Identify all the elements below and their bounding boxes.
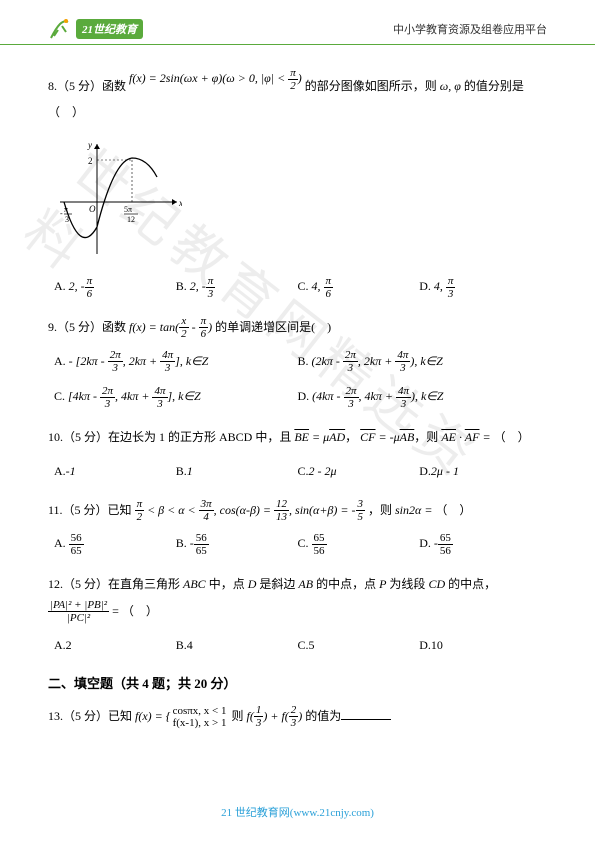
svg-text:-: - (60, 209, 63, 218)
q13-ask: f(13) + f(23) (247, 709, 303, 723)
question-13: 13.（5 分）已知 f(x) = {cosπx, x < 1f(x-1), x… (48, 703, 547, 730)
q11-cond: π2 < β < α < 3π4, cos(α-β) = 1213, sin(α… (135, 503, 365, 517)
content-area: 8.（5 分）函数 f(x) = 2sin(ωx + φ)(ω > 0, |φ|… (0, 45, 595, 729)
svg-text:y: y (87, 140, 92, 150)
q8-stem: 8.（5 分）函数 f(x) = 2sin(ωx + φ)(ω > 0, |φ|… (48, 73, 547, 100)
question-11: 11.（5 分）已知 π2 < β < α < 3π4, cos(α-β) = … (48, 497, 547, 558)
q8-var: ω, φ (440, 79, 461, 93)
q12-text: 12.（5 分）在直角三角形 (48, 577, 180, 591)
q11-prefix: 11.（5 分）已知 (48, 503, 132, 517)
q11-ask: ，则 sin2α = （ ） (368, 503, 471, 517)
q13-mid: 则 (232, 709, 244, 723)
q10-opt-c: C.2 - 2μ (298, 459, 420, 483)
q11-opt-c: C. 6556 (298, 531, 420, 557)
q8-suffix: 的值分别是 (464, 79, 524, 93)
q10-expr1: BE = μAD (294, 430, 345, 444)
section-2-title: 二、填空题（共 4 题；共 20 分） (48, 671, 547, 697)
q9-opt-d: D. (4kπ - 2π3, 4kπ + 4π3), k∈Z (298, 384, 542, 410)
q11-opt-a: A. 5665 (54, 531, 176, 557)
q9-stem: 9.（5 分）函数 f(x) = tan(x2 - π6) 的单调递增区间是( … (48, 314, 547, 341)
q12-ab: AB (298, 577, 313, 591)
q11-options: A. 5665 B. -5665 C. 6556 D. -6556 (48, 531, 547, 557)
q12-options: A.2 B.4 C.5 D.10 (48, 633, 547, 657)
q12-opt-b: B.4 (176, 633, 298, 657)
q10-text: 10.（5 分）在边长为 1 的正方形 ABCD 中，且 (48, 430, 291, 444)
q12-eq: = （ ） (112, 604, 158, 618)
q13-func: f(x) = {cosπx, x < 1f(x-1), x > 1 (135, 709, 228, 723)
q10-opt-d: D.2μ - 1 (419, 459, 541, 483)
q8-opt-d: D. 4, π3 (419, 274, 541, 300)
svg-text:2: 2 (88, 156, 93, 166)
svg-text:5π: 5π (124, 205, 132, 214)
question-10: 10.（5 分）在边长为 1 的正方形 ABCD 中，且 BE = μAD， C… (48, 424, 547, 482)
q8-opt-c: C. 4, π6 (298, 274, 420, 300)
q13-suffix: 的值为 (305, 709, 391, 723)
q12-expr-line: |PA|² + |PB|²|PC|² = （ ） (48, 598, 547, 625)
q12-mid5: 的中点， (448, 577, 496, 591)
q8-paren: （ ） (48, 100, 547, 124)
header-subtitle: 中小学教育资源及组卷应用平台 (393, 21, 547, 37)
q8-mid: 的部分图像如图所示，则 (305, 79, 437, 93)
q12-mid4: 为线段 (389, 577, 425, 591)
svg-text:12: 12 (127, 215, 135, 224)
q8-func: f(x) = 2sin(ωx + φ)(ω > 0, |φ| < π2) (129, 71, 302, 85)
q10-opt-a: A.-1 (54, 459, 176, 483)
q12-pd: D (248, 577, 257, 591)
q9-opt-a: A. - [2kπ - 2π3, 2kπ + 4π3], k∈Z (54, 349, 298, 375)
q8-opt-a: A. 2, -π6 (54, 274, 176, 300)
runner-icon (48, 18, 72, 40)
q8-options: A. 2, -π6 B. 2, -π3 C. 4, π6 D. 4, π3 (48, 274, 547, 300)
svg-text:π: π (64, 205, 68, 214)
q8-prefix: 8.（5 分）函数 (48, 79, 126, 93)
svg-text:O: O (89, 204, 96, 214)
q9-suffix: 的单调递增区间是( ) (215, 320, 331, 334)
q9-opt-b: B. (2kπ - 2π3, 2kπ + 4π3), k∈Z (298, 349, 542, 375)
q12-pp: P (379, 577, 386, 591)
q12-stem: 12.（5 分）在直角三角形 ABC 中，点 D 是斜边 AB 的中点，点 P … (48, 571, 547, 597)
q12-opt-a: A.2 (54, 633, 176, 657)
q10-result: AE · AF = (441, 430, 493, 444)
q12-opt-d: D.10 (419, 633, 541, 657)
q10-opt-b: B.1 (176, 459, 298, 483)
q12-cd: CD (428, 577, 445, 591)
question-8: 8.（5 分）函数 f(x) = 2sin(ωx + φ)(ω > 0, |φ|… (48, 73, 547, 300)
q10-expr2: CF = -μAB (360, 430, 414, 444)
logo-text: 21世纪教育 (76, 19, 143, 39)
question-9: 9.（5 分）函数 f(x) = tan(x2 - π6) 的单调递增区间是( … (48, 314, 547, 411)
question-12: 12.（5 分）在直角三角形 ABC 中，点 D 是斜边 AB 的中点，点 P … (48, 571, 547, 656)
page-header: 21世纪教育 中小学教育资源及组卷应用平台 (0, 0, 595, 45)
q12-mid: 中，点 (209, 577, 245, 591)
q12-expr: |PA|² + |PB|²|PC|² (48, 599, 109, 624)
q11-stem: 11.（5 分）已知 π2 < β < α < 3π4, cos(α-β) = … (48, 497, 547, 524)
q9-prefix: 9.（5 分）函数 (48, 320, 126, 334)
q10-stem: 10.（5 分）在边长为 1 的正方形 ABCD 中，且 BE = μAD， C… (48, 424, 547, 450)
q9-func: f(x) = tan(x2 - π6) (129, 320, 212, 334)
q8-graph: x y O 2 - π 3 5π 12 (52, 132, 182, 262)
q8-opt-b: B. 2, -π3 (176, 274, 298, 300)
q10-options: A.-1 B.1 C.2 - 2μ D.2μ - 1 (48, 459, 547, 483)
svg-text:3: 3 (65, 215, 69, 224)
q12-mid2: 是斜边 (259, 577, 295, 591)
q12-mid3: 的中点，点 (316, 577, 376, 591)
q13-prefix: 13.（5 分）已知 (48, 709, 132, 723)
q9-options: A. - [2kπ - 2π3, 2kπ + 4π3], k∈Z B. (2kπ… (48, 349, 547, 411)
q13-blank (341, 708, 391, 720)
q11-opt-d: D. -6556 (419, 531, 541, 557)
q11-opt-b: B. -5665 (176, 531, 298, 557)
q9-opt-c: C. [4kπ - 2π3, 4kπ + 4π3], k∈Z (54, 384, 298, 410)
q13-stem: 13.（5 分）已知 f(x) = {cosπx, x < 1f(x-1), x… (48, 703, 547, 730)
q12-tri: ABC (183, 577, 206, 591)
logo: 21世纪教育 (48, 18, 143, 40)
q12-opt-c: C.5 (298, 633, 420, 657)
svg-text:x: x (178, 198, 182, 208)
page-footer: 21 世纪教育网(www.21cnjy.com) (0, 804, 595, 820)
